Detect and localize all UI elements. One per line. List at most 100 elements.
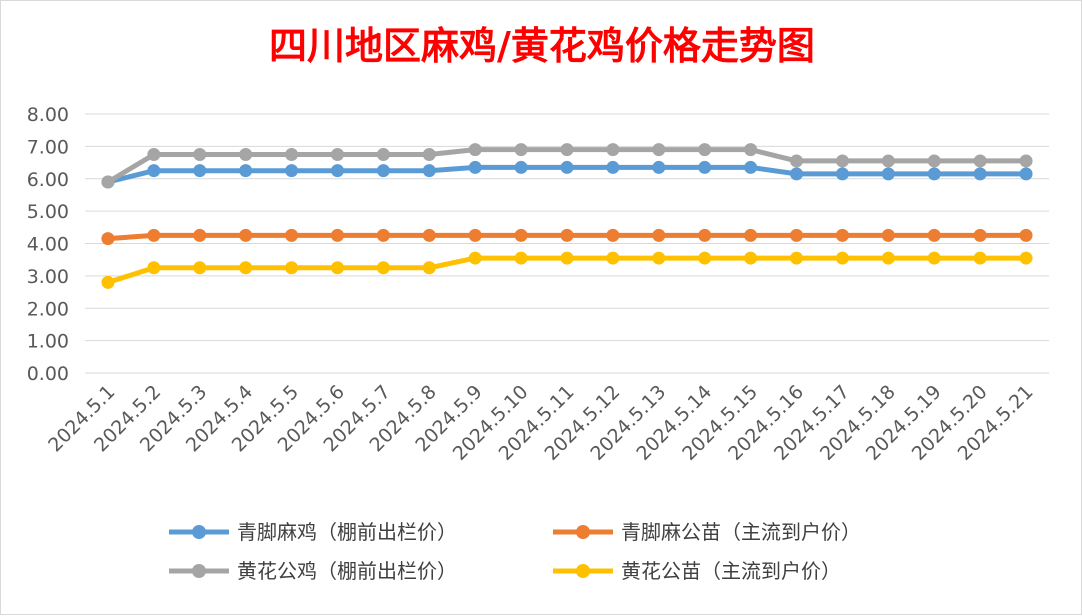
legend-marker bbox=[576, 525, 590, 539]
data-point bbox=[101, 175, 115, 189]
series-4 bbox=[101, 251, 1033, 289]
legend-label: 青脚麻鸡（棚前出栏价） bbox=[237, 520, 457, 544]
data-point bbox=[468, 251, 482, 265]
data-point bbox=[606, 160, 620, 174]
data-point bbox=[514, 160, 528, 174]
data-point bbox=[698, 228, 712, 242]
data-point bbox=[698, 143, 712, 157]
data-point bbox=[1019, 167, 1033, 181]
y-tick-label: 1.00 bbox=[27, 331, 69, 353]
data-point bbox=[744, 228, 758, 242]
data-point bbox=[330, 164, 344, 178]
data-point bbox=[239, 228, 253, 242]
legend-marker bbox=[192, 525, 206, 539]
data-point bbox=[1019, 251, 1033, 265]
data-point bbox=[468, 143, 482, 157]
legend-marker bbox=[576, 564, 590, 578]
gridlines bbox=[85, 113, 1049, 374]
data-point bbox=[973, 228, 987, 242]
y-tick-label: 0.00 bbox=[27, 363, 69, 385]
data-point bbox=[468, 160, 482, 174]
data-point bbox=[147, 261, 161, 275]
data-point bbox=[193, 164, 207, 178]
data-point bbox=[147, 164, 161, 178]
data-point bbox=[422, 164, 436, 178]
data-point bbox=[606, 143, 620, 157]
y-tick-label: 3.00 bbox=[27, 266, 69, 288]
data-point bbox=[514, 228, 528, 242]
y-tick-label: 7.00 bbox=[27, 136, 69, 158]
data-point bbox=[652, 251, 666, 265]
data-point bbox=[744, 251, 758, 265]
data-point bbox=[835, 154, 849, 168]
data-point bbox=[376, 147, 390, 161]
data-point bbox=[285, 261, 299, 275]
data-point bbox=[790, 167, 804, 181]
data-point bbox=[376, 228, 390, 242]
y-tick-label: 2.00 bbox=[27, 298, 69, 320]
data-point bbox=[285, 164, 299, 178]
y-tick-label: 5.00 bbox=[27, 201, 69, 223]
data-point bbox=[422, 228, 436, 242]
data-point bbox=[193, 147, 207, 161]
legend-label: 黄花公鸡（棚前出栏价） bbox=[237, 559, 457, 583]
data-point bbox=[239, 147, 253, 161]
series-3 bbox=[101, 143, 1033, 189]
data-point bbox=[147, 228, 161, 242]
data-point bbox=[560, 143, 574, 157]
data-point bbox=[193, 228, 207, 242]
data-point bbox=[790, 228, 804, 242]
data-point bbox=[606, 251, 620, 265]
data-point bbox=[927, 228, 941, 242]
legend-marker bbox=[192, 564, 206, 578]
data-point bbox=[652, 160, 666, 174]
data-point bbox=[560, 228, 574, 242]
data-point bbox=[698, 160, 712, 174]
data-point bbox=[239, 164, 253, 178]
data-point bbox=[835, 251, 849, 265]
y-tick-label: 8.00 bbox=[27, 104, 69, 126]
data-point bbox=[1019, 228, 1033, 242]
data-point bbox=[285, 147, 299, 161]
legend-label: 青脚麻公苗（主流到户价） bbox=[621, 520, 861, 544]
legend-item: 黄花公鸡（棚前出栏价） bbox=[169, 559, 457, 583]
data-point bbox=[606, 228, 620, 242]
series-lines bbox=[101, 143, 1033, 289]
data-point bbox=[560, 251, 574, 265]
x-axis-tick-labels: 2024.5.12024.5.22024.5.32024.5.42024.5.5… bbox=[44, 381, 1037, 465]
chart-title: 四川地区麻鸡/黄花鸡价格走势图 bbox=[269, 23, 815, 68]
data-point bbox=[881, 228, 895, 242]
data-point bbox=[881, 167, 895, 181]
data-point bbox=[376, 164, 390, 178]
y-tick-label: 6.00 bbox=[27, 169, 69, 191]
legend: 青脚麻鸡（棚前出栏价） 青脚麻公苗（主流到户价） 黄花公鸡（棚前出栏价） 黄花公苗（主… bbox=[169, 520, 861, 583]
data-point bbox=[835, 167, 849, 181]
data-point bbox=[330, 147, 344, 161]
data-point bbox=[101, 275, 115, 289]
data-point bbox=[973, 251, 987, 265]
data-point bbox=[285, 228, 299, 242]
data-point bbox=[744, 160, 758, 174]
data-point bbox=[376, 261, 390, 275]
data-point bbox=[881, 154, 895, 168]
data-point bbox=[927, 167, 941, 181]
series-2 bbox=[101, 228, 1033, 246]
data-point bbox=[330, 228, 344, 242]
data-point bbox=[973, 154, 987, 168]
data-point bbox=[468, 228, 482, 242]
data-point bbox=[422, 147, 436, 161]
data-point bbox=[101, 232, 115, 246]
data-point bbox=[927, 251, 941, 265]
data-point bbox=[1019, 154, 1033, 168]
data-point bbox=[193, 261, 207, 275]
data-point bbox=[330, 261, 344, 275]
legend-item: 青脚麻公苗（主流到户价） bbox=[553, 520, 861, 544]
data-point bbox=[514, 251, 528, 265]
y-axis-tick-labels: 0.00 1.00 2.00 3.00 4.00 5.00 6.00 7.00 8.00 bbox=[27, 104, 69, 385]
data-point bbox=[790, 154, 804, 168]
data-point bbox=[514, 143, 528, 157]
data-point bbox=[881, 251, 895, 265]
y-tick-label: 4.00 bbox=[27, 234, 69, 256]
data-point bbox=[652, 143, 666, 157]
